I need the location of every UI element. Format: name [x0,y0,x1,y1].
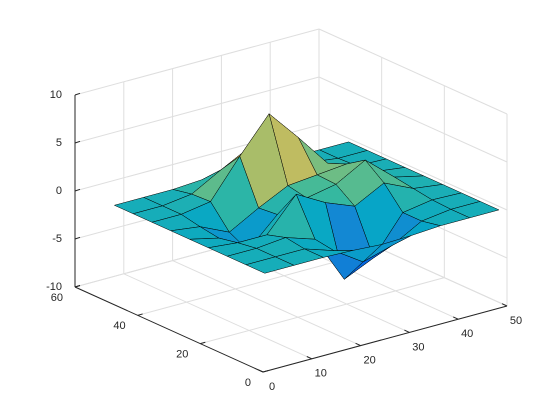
x-tick-label: 20 [363,355,375,367]
x-axis [262,305,508,373]
y-tick [262,370,269,373]
x-tick-label: 0 [269,381,275,393]
z-tick [74,92,81,96]
grid-line [74,76,320,144]
z-tick-label: 10 [50,89,62,101]
y-tick-label: 40 [113,320,125,332]
z-tick [74,140,81,144]
grid-line [74,28,320,96]
z-tick [74,284,81,288]
y-tick-label: 0 [245,377,251,389]
x-tick-label: 30 [412,341,424,353]
y-tick-label: 60 [51,292,63,304]
grid-line [123,273,313,360]
x-tick [404,329,410,333]
grid-line [318,28,508,115]
z-tick [74,236,81,240]
surface-patch [245,256,295,274]
grid-line [172,260,361,347]
grid-line [318,76,508,163]
grid-line [318,124,508,211]
y-tick [200,341,206,345]
y-tick-label: 20 [176,349,188,361]
z-tick-label: -10 [46,281,62,293]
y-axis [74,286,264,373]
x-tick [257,369,264,373]
z-tick-label: 0 [56,185,62,197]
x-tick-label: 50 [510,315,522,327]
z-tick-label: 5 [56,137,62,149]
x-tick [452,316,459,320]
x-tick [355,342,361,347]
x-tick [501,303,508,307]
z-tick-label: -5 [52,233,62,245]
grid-line [200,277,445,345]
x-tick [306,356,313,360]
x-tick-label: 10 [315,368,327,380]
z-tick [74,188,81,192]
y-tick [137,313,143,316]
x-tick-label: 40 [461,328,473,340]
